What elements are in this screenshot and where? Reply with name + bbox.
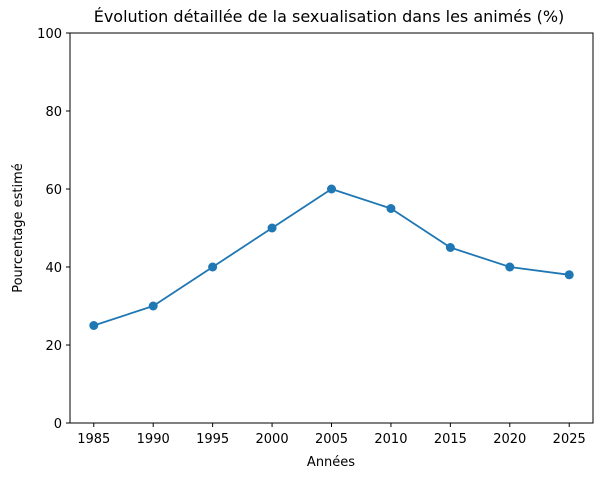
data-point [208,262,218,272]
data-point [89,321,99,330]
data-point [386,204,396,213]
x-tick-label: 2005 [315,432,348,447]
x-tick-label: 2020 [493,432,526,447]
y-tick-label: 40 [45,261,62,276]
y-axis-label: Pourcentage estimé [11,163,26,293]
data-series [89,184,574,330]
data-point [148,301,158,311]
y-tick-label: 60 [45,183,62,198]
x-tick-label: 2025 [553,432,586,447]
y-tick-label: 0 [54,417,62,432]
data-point [445,243,455,252]
axis-ticks: 1985 1990 1995 2000 2005 2010 2015 2020 2025 0 20 4… [37,27,586,447]
x-tick-label: 2015 [434,432,467,447]
y-tick-label: 80 [45,105,62,120]
y-tick-label: 100 [37,27,62,42]
x-tick-label: 2010 [374,432,407,447]
x-tick-label: 1990 [137,432,170,447]
x-tick-label: 1995 [196,432,229,447]
x-tick-label: 1985 [77,432,110,447]
x-axis-label: Années [307,455,355,470]
x-tick-label: 2000 [256,432,289,447]
data-point [327,184,336,194]
y-tick-label: 20 [45,339,62,354]
plot-area-frame [69,32,594,424]
data-point [505,262,515,272]
chart-title: Évolution détaillée de la sexualisation … [94,7,565,26]
data-point [564,270,574,280]
data-point [267,223,277,233]
